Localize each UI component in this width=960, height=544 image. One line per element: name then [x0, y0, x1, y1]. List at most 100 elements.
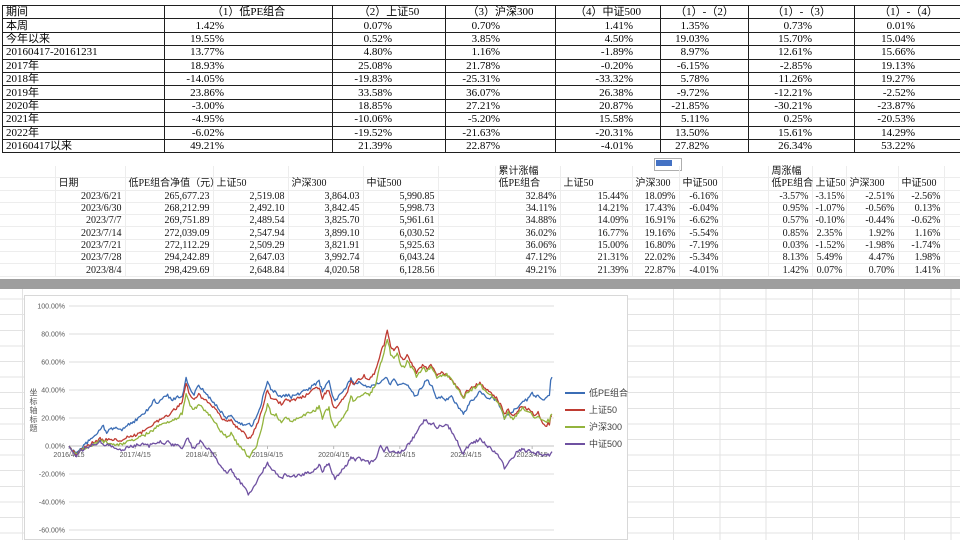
detail-cell[interactable]: -1.07%	[812, 202, 846, 214]
summary-cell[interactable]: -5.20%	[446, 113, 556, 126]
summary-header-cell[interactable]: 期间	[3, 6, 165, 19]
detail-cell[interactable]: -1.98%	[846, 239, 898, 251]
detail-cell[interactable]: 2023/7/21	[55, 239, 125, 251]
summary-cell[interactable]: 26.34%	[749, 139, 855, 152]
detail-cell[interactable]: -6.62%	[679, 215, 722, 227]
detail-header-cell[interactable]: 沪深300	[846, 178, 898, 190]
summary-cell[interactable]: 0.73%	[749, 19, 855, 32]
summary-cell[interactable]: 今年以来	[3, 32, 165, 45]
summary-cell[interactable]: 13.50%	[661, 126, 749, 139]
summary-cell[interactable]: 21.39%	[333, 139, 446, 152]
detail-empty-cell[interactable]	[722, 252, 768, 264]
summary-cell[interactable]: 2021年	[3, 113, 165, 126]
detail-cell[interactable]: -3.57%	[768, 190, 812, 202]
summary-cell[interactable]: -0.20%	[556, 59, 661, 72]
detail-cell[interactable]: 34.88%	[495, 215, 560, 227]
detail-empty-cell[interactable]	[438, 202, 495, 214]
summary-cell[interactable]: 15.66%	[855, 46, 960, 59]
summary-cell[interactable]: 20.87%	[556, 99, 661, 112]
detail-cell[interactable]: -7.19%	[679, 239, 722, 251]
detail-cell[interactable]: -4.01%	[679, 264, 722, 276]
detail-cell[interactable]: 3,825.70	[288, 215, 363, 227]
summary-cell[interactable]: 13.77%	[165, 46, 333, 59]
detail-empty-cell[interactable]	[0, 239, 55, 251]
summary-cell[interactable]: -14.05%	[165, 72, 333, 85]
summary-cell[interactable]: -19.52%	[333, 126, 446, 139]
summary-cell[interactable]: -25.31%	[446, 72, 556, 85]
detail-empty-cell[interactable]	[944, 264, 960, 276]
detail-cell[interactable]: 2023/6/30	[55, 202, 125, 214]
detail-cell[interactable]: 0.95%	[768, 202, 812, 214]
summary-cell[interactable]: 15.58%	[556, 113, 661, 126]
detail-cell[interactable]: 0.70%	[846, 264, 898, 276]
summary-cell[interactable]: 15.61%	[749, 126, 855, 139]
summary-cell[interactable]: 19.13%	[855, 59, 960, 72]
detail-empty-cell[interactable]	[0, 202, 55, 214]
detail-cell[interactable]: 2023/8/4	[55, 264, 125, 276]
detail-empty-cell[interactable]	[722, 264, 768, 276]
detail-empty-cell[interactable]	[0, 166, 55, 178]
detail-cell[interactable]: 3,821.91	[288, 239, 363, 251]
detail-cell[interactable]: 5,961.61	[363, 215, 438, 227]
summary-header-cell[interactable]: （1）-（2）	[661, 6, 749, 19]
detail-header-cell[interactable]: 低PE组合	[768, 178, 812, 190]
summary-cell[interactable]: 22.87%	[446, 139, 556, 152]
detail-cell[interactable]: -0.10%	[812, 215, 846, 227]
detail-cell[interactable]: 2023/7/14	[55, 227, 125, 239]
summary-cell[interactable]: -9.72%	[661, 86, 749, 99]
summary-cell[interactable]: 49.21%	[165, 139, 333, 152]
summary-cell[interactable]: 23.86%	[165, 86, 333, 99]
detail-empty-cell[interactable]	[722, 239, 768, 251]
detail-cell[interactable]: 0.57%	[768, 215, 812, 227]
summary-cell[interactable]: 4.50%	[556, 32, 661, 45]
summary-cell[interactable]: 26.38%	[556, 86, 661, 99]
detail-cell[interactable]: 21.39%	[560, 264, 632, 276]
detail-empty-cell[interactable]	[944, 252, 960, 264]
summary-cell[interactable]: 本周	[3, 19, 165, 32]
detail-empty-cell[interactable]	[213, 166, 288, 178]
detail-cell[interactable]: 14.21%	[560, 202, 632, 214]
summary-cell[interactable]: 3.85%	[446, 32, 556, 45]
detail-empty-cell[interactable]	[0, 215, 55, 227]
summary-cell[interactable]: 2020年	[3, 99, 165, 112]
detail-cell[interactable]: -1.74%	[898, 239, 944, 251]
summary-cell[interactable]: -33.32%	[556, 72, 661, 85]
detail-cell[interactable]: 3,842.45	[288, 202, 363, 214]
detail-empty-cell[interactable]	[0, 227, 55, 239]
summary-cell[interactable]: 18.93%	[165, 59, 333, 72]
detail-empty-cell[interactable]	[944, 202, 960, 214]
detail-empty-cell[interactable]	[898, 166, 944, 178]
summary-cell[interactable]: -4.95%	[165, 113, 333, 126]
detail-header-cell[interactable]: 沪深300	[288, 178, 363, 190]
summary-cell[interactable]: 8.97%	[661, 46, 749, 59]
detail-cell[interactable]: 265,677.23	[125, 190, 213, 202]
detail-empty-cell[interactable]	[944, 239, 960, 251]
summary-cell[interactable]: 1.16%	[446, 46, 556, 59]
detail-cell[interactable]: -2.56%	[898, 190, 944, 202]
detail-cell[interactable]: 0.03%	[768, 239, 812, 251]
detail-empty-cell[interactable]	[812, 166, 846, 178]
detail-header-cell[interactable]: 中证500	[898, 178, 944, 190]
detail-cell[interactable]: 1.42%	[768, 264, 812, 276]
summary-cell[interactable]: 33.58%	[333, 86, 446, 99]
summary-header-cell[interactable]: （3）沪深300	[446, 6, 556, 19]
detail-cell[interactable]: -0.56%	[846, 202, 898, 214]
summary-cell[interactable]: 0.25%	[749, 113, 855, 126]
summary-cell[interactable]: 4.80%	[333, 46, 446, 59]
detail-empty-cell[interactable]	[0, 252, 55, 264]
detail-empty-cell[interactable]	[846, 166, 898, 178]
detail-cell[interactable]: 2,648.84	[213, 264, 288, 276]
summary-cell[interactable]: 0.52%	[333, 32, 446, 45]
detail-header-cell[interactable]: 中证500	[679, 178, 722, 190]
detail-cell[interactable]: 2,509.29	[213, 239, 288, 251]
detail-cell[interactable]: -0.44%	[846, 215, 898, 227]
detail-cell[interactable]: 15.44%	[560, 190, 632, 202]
detail-header-cell[interactable]: 日期	[55, 178, 125, 190]
detail-cell[interactable]: 269,751.89	[125, 215, 213, 227]
detail-cell[interactable]: 47.12%	[495, 252, 560, 264]
summary-cell[interactable]: 27.21%	[446, 99, 556, 112]
summary-cell[interactable]: -21.85%	[661, 99, 749, 112]
detail-empty-cell[interactable]	[722, 215, 768, 227]
detail-header-cell[interactable]: 周涨幅	[768, 166, 812, 178]
detail-empty-cell[interactable]	[679, 166, 722, 178]
